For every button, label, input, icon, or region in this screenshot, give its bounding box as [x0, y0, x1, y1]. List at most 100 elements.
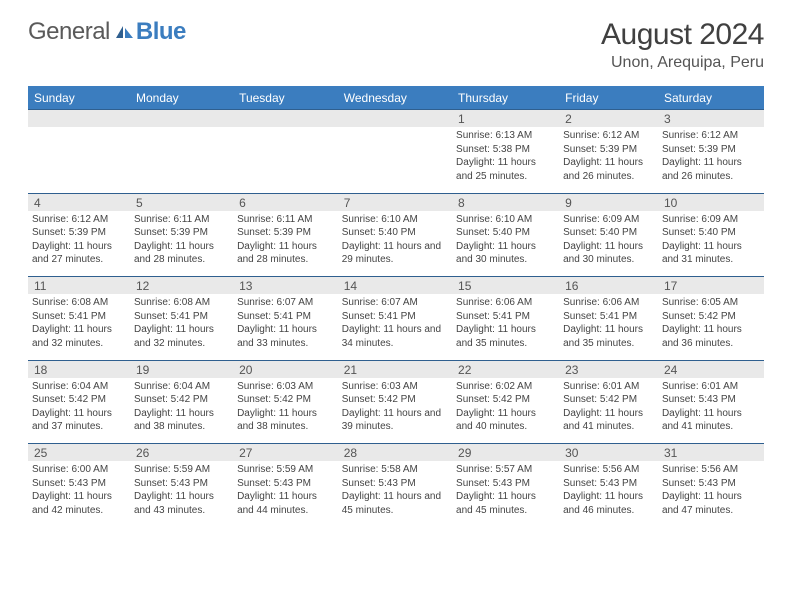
dow-tuesday: Tuesday — [233, 87, 338, 110]
day-number-cell: 29 — [452, 444, 559, 462]
day-number-cell: 3 — [658, 110, 764, 128]
logo: General Blue — [28, 18, 186, 46]
day-info-text: Sunrise: 6:12 AMSunset: 5:39 PMDaylight:… — [32, 213, 126, 267]
day-info-text: Sunrise: 6:09 AMSunset: 5:40 PMDaylight:… — [662, 213, 760, 267]
dow-monday: Monday — [130, 87, 233, 110]
day-info-text: Sunrise: 6:01 AMSunset: 5:42 PMDaylight:… — [563, 380, 654, 434]
day-number-cell: 27 — [233, 444, 338, 462]
day-info-text: Sunrise: 5:59 AMSunset: 5:43 PMDaylight:… — [134, 463, 229, 517]
day-number-cell: 9 — [559, 193, 658, 211]
dow-thursday: Thursday — [452, 87, 559, 110]
day-info-text: Sunrise: 6:00 AMSunset: 5:43 PMDaylight:… — [32, 463, 126, 517]
day-info-cell: Sunrise: 6:01 AMSunset: 5:43 PMDaylight:… — [658, 378, 764, 440]
day-info-text: Sunrise: 6:08 AMSunset: 5:41 PMDaylight:… — [32, 296, 126, 350]
day-number-cell: 18 — [28, 360, 130, 378]
day-info-cell: Sunrise: 6:05 AMSunset: 5:42 PMDaylight:… — [658, 294, 764, 356]
day-number-cell: 10 — [658, 193, 764, 211]
title-block: August 2024 Unon, Arequipa, Peru — [601, 18, 764, 72]
day-info-text: Sunrise: 5:56 AMSunset: 5:43 PMDaylight:… — [563, 463, 654, 517]
day-info-cell: Sunrise: 6:11 AMSunset: 5:39 PMDaylight:… — [130, 211, 233, 273]
day-number-cell: 13 — [233, 277, 338, 295]
day-info-cell — [338, 127, 452, 189]
day-of-week-header: Sunday Monday Tuesday Wednesday Thursday… — [28, 87, 764, 110]
day-info-cell: Sunrise: 6:04 AMSunset: 5:42 PMDaylight:… — [28, 378, 130, 440]
day-number-cell: 15 — [452, 277, 559, 295]
day-info-cell: Sunrise: 6:07 AMSunset: 5:41 PMDaylight:… — [233, 294, 338, 356]
day-number-cell — [338, 110, 452, 128]
dow-saturday: Saturday — [658, 87, 764, 110]
day-info-text: Sunrise: 6:07 AMSunset: 5:41 PMDaylight:… — [237, 296, 334, 350]
day-info-cell: Sunrise: 6:10 AMSunset: 5:40 PMDaylight:… — [452, 211, 559, 273]
day-info-cell: Sunrise: 6:09 AMSunset: 5:40 PMDaylight:… — [559, 211, 658, 273]
day-info-text: Sunrise: 5:58 AMSunset: 5:43 PMDaylight:… — [342, 463, 448, 517]
day-info-text: Sunrise: 6:07 AMSunset: 5:41 PMDaylight:… — [342, 296, 448, 350]
location: Unon, Arequipa, Peru — [601, 54, 764, 72]
day-info-cell: Sunrise: 6:03 AMSunset: 5:42 PMDaylight:… — [338, 378, 452, 440]
day-number-cell — [130, 110, 233, 128]
day-number-cell: 19 — [130, 360, 233, 378]
day-number-cell: 28 — [338, 444, 452, 462]
day-info-text: Sunrise: 6:04 AMSunset: 5:42 PMDaylight:… — [134, 380, 229, 434]
day-info-text: Sunrise: 6:12 AMSunset: 5:39 PMDaylight:… — [563, 129, 654, 183]
day-info-cell: Sunrise: 6:06 AMSunset: 5:41 PMDaylight:… — [559, 294, 658, 356]
day-info-cell: Sunrise: 6:08 AMSunset: 5:41 PMDaylight:… — [28, 294, 130, 356]
day-number-cell: 12 — [130, 277, 233, 295]
day-info-text: Sunrise: 6:06 AMSunset: 5:41 PMDaylight:… — [563, 296, 654, 350]
day-info-text: Sunrise: 6:10 AMSunset: 5:40 PMDaylight:… — [456, 213, 555, 267]
day-number-cell: 20 — [233, 360, 338, 378]
logo-sail-icon — [114, 25, 134, 39]
day-number-cell — [233, 110, 338, 128]
day-info-text: Sunrise: 6:03 AMSunset: 5:42 PMDaylight:… — [237, 380, 334, 434]
day-number-cell: 24 — [658, 360, 764, 378]
logo-text-2: Blue — [136, 18, 186, 46]
day-number-cell: 6 — [233, 193, 338, 211]
day-info-text: Sunrise: 6:01 AMSunset: 5:43 PMDaylight:… — [662, 380, 760, 434]
day-info-cell: Sunrise: 5:56 AMSunset: 5:43 PMDaylight:… — [559, 461, 658, 523]
day-number-cell: 14 — [338, 277, 452, 295]
header: General Blue August 2024 Unon, Arequipa,… — [28, 18, 764, 72]
daynum-row: 18192021222324 — [28, 360, 764, 378]
day-number-cell: 7 — [338, 193, 452, 211]
day-info-text: Sunrise: 6:12 AMSunset: 5:39 PMDaylight:… — [662, 129, 760, 183]
day-info-cell: Sunrise: 6:07 AMSunset: 5:41 PMDaylight:… — [338, 294, 452, 356]
day-info-cell: Sunrise: 6:12 AMSunset: 5:39 PMDaylight:… — [28, 211, 130, 273]
day-info-text: Sunrise: 6:13 AMSunset: 5:38 PMDaylight:… — [456, 129, 555, 183]
day-info-text: Sunrise: 6:05 AMSunset: 5:42 PMDaylight:… — [662, 296, 760, 350]
day-info-cell — [130, 127, 233, 189]
info-row: Sunrise: 6:12 AMSunset: 5:39 PMDaylight:… — [28, 211, 764, 273]
day-number-cell: 25 — [28, 444, 130, 462]
day-info-cell: Sunrise: 6:12 AMSunset: 5:39 PMDaylight:… — [658, 127, 764, 189]
day-info-cell: Sunrise: 6:00 AMSunset: 5:43 PMDaylight:… — [28, 461, 130, 523]
dow-wednesday: Wednesday — [338, 87, 452, 110]
info-row: Sunrise: 6:04 AMSunset: 5:42 PMDaylight:… — [28, 378, 764, 440]
day-info-cell: Sunrise: 6:12 AMSunset: 5:39 PMDaylight:… — [559, 127, 658, 189]
day-number-cell: 16 — [559, 277, 658, 295]
day-info-cell: Sunrise: 6:13 AMSunset: 5:38 PMDaylight:… — [452, 127, 559, 189]
day-number-cell: 30 — [559, 444, 658, 462]
day-number-cell: 17 — [658, 277, 764, 295]
calendar-table: Sunday Monday Tuesday Wednesday Thursday… — [28, 86, 764, 523]
day-info-cell: Sunrise: 6:02 AMSunset: 5:42 PMDaylight:… — [452, 378, 559, 440]
day-number-cell: 5 — [130, 193, 233, 211]
day-info-cell: Sunrise: 6:10 AMSunset: 5:40 PMDaylight:… — [338, 211, 452, 273]
day-number-cell: 4 — [28, 193, 130, 211]
day-info-text: Sunrise: 6:04 AMSunset: 5:42 PMDaylight:… — [32, 380, 126, 434]
daynum-row: 11121314151617 — [28, 277, 764, 295]
daynum-row: 123 — [28, 110, 764, 128]
daynum-row: 25262728293031 — [28, 444, 764, 462]
day-info-cell — [28, 127, 130, 189]
calendar-body: 123Sunrise: 6:13 AMSunset: 5:38 PMDaylig… — [28, 110, 764, 524]
day-number-cell: 23 — [559, 360, 658, 378]
day-info-text: Sunrise: 6:11 AMSunset: 5:39 PMDaylight:… — [134, 213, 229, 267]
day-number-cell: 1 — [452, 110, 559, 128]
day-number-cell: 2 — [559, 110, 658, 128]
day-info-text: Sunrise: 5:59 AMSunset: 5:43 PMDaylight:… — [237, 463, 334, 517]
day-number-cell: 31 — [658, 444, 764, 462]
day-info-cell: Sunrise: 6:11 AMSunset: 5:39 PMDaylight:… — [233, 211, 338, 273]
day-info-text: Sunrise: 6:03 AMSunset: 5:42 PMDaylight:… — [342, 380, 448, 434]
info-row: Sunrise: 6:13 AMSunset: 5:38 PMDaylight:… — [28, 127, 764, 189]
logo-text-1: General — [28, 18, 110, 46]
daynum-row: 45678910 — [28, 193, 764, 211]
day-info-cell: Sunrise: 5:57 AMSunset: 5:43 PMDaylight:… — [452, 461, 559, 523]
dow-sunday: Sunday — [28, 87, 130, 110]
